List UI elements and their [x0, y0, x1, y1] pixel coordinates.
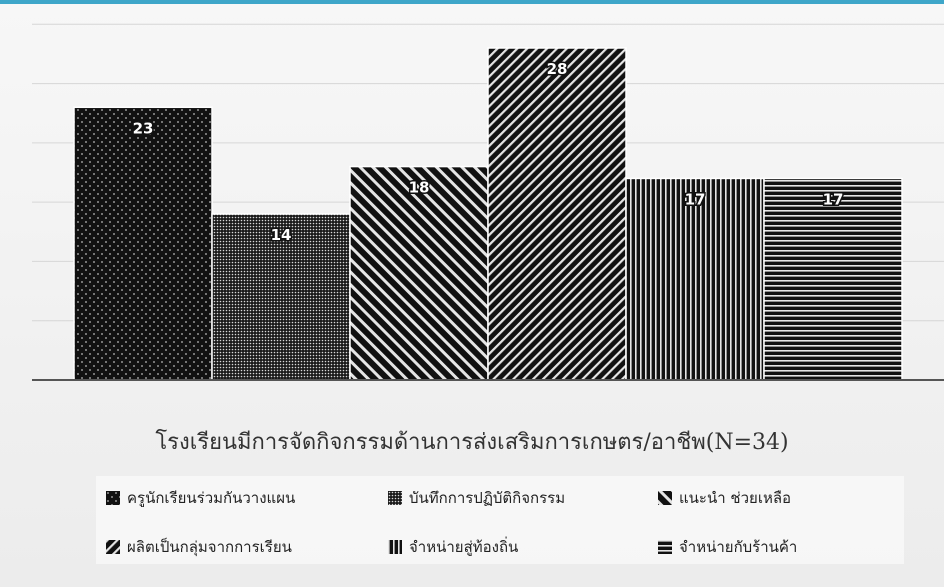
legend-item-2: บันทึกการปฏิบัติกิจกรรม [388, 486, 565, 510]
data-label-3: 18 [409, 179, 430, 197]
legend-label-3: แนะนำ ช่วยเหลือ [679, 489, 792, 507]
legend-swatch-4 [106, 540, 120, 554]
bars [73, 47, 903, 381]
bar-1 [73, 106, 213, 381]
legend-item-3: แนะนำ ช่วยเหลือ [658, 486, 791, 510]
legend-label-6: จำหน่ายกับร้านค้า [679, 538, 798, 556]
data-label-6: 17 [823, 190, 844, 208]
legend-item-5: จำหน่ายสู่ท้องถิ่น [388, 535, 518, 559]
legend-label-1: ครูนักเรียนร่วมกันวางแผน [127, 489, 296, 507]
legend-item-4: ผลิตเป็นกลุ่มจากการเรียน [106, 535, 292, 559]
legend-swatch-2 [388, 491, 402, 505]
legend-label-2: บันทึกการปฏิบัติกิจกรรม [409, 489, 566, 507]
data-label-4: 28 [547, 60, 568, 78]
legend-item-6: จำหน่ายกับร้านค้า [658, 535, 797, 559]
legend-swatch-5 [388, 540, 402, 554]
data-label-5: 17 [685, 190, 706, 208]
bar-chart: 23 14 18 28 17 17 [32, 23, 944, 381]
legend-swatch-6 [658, 540, 672, 554]
data-label-2: 14 [271, 226, 292, 244]
chart-title: โรงเรียนมีการจัดกิจกรรมด้านการส่งเสริมกา… [155, 430, 789, 455]
data-label-1: 23 [133, 119, 154, 137]
bar-6 [763, 177, 903, 381]
bar-5 [625, 177, 765, 381]
bar-3 [349, 165, 489, 381]
bar-4 [487, 47, 627, 381]
legend-label-5: จำหน่ายสู่ท้องถิ่น [409, 538, 519, 556]
legend-swatch-3 [658, 491, 672, 505]
legend-label-4: ผลิตเป็นกลุ่มจากการเรียน [127, 538, 292, 556]
legend-item-1: ครูนักเรียนร่วมกันวางแผน [106, 486, 295, 510]
legend-swatch-1 [106, 491, 120, 505]
legend: ครูนักเรียนร่วมกันวางแผน บันทึกการปฏิบัต… [96, 476, 904, 564]
data-labels: 23 14 18 28 17 17 [131, 59, 845, 246]
